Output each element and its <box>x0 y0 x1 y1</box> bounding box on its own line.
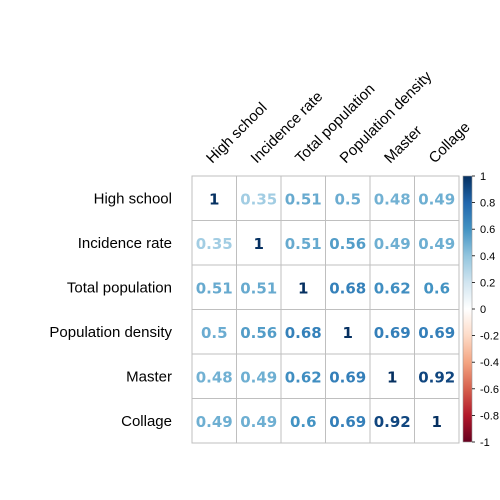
cell-incidence-rate-high-school <box>191 220 237 266</box>
cell-collage-total-population <box>280 398 326 444</box>
cell-value: 0.56 <box>329 235 366 253</box>
cell-value: 0.92 <box>374 413 411 431</box>
cell-value: 1 <box>343 324 353 342</box>
column-label-total-population: Total population <box>292 80 378 166</box>
cell-master-collage <box>414 353 460 399</box>
colorbar-tick-label: 0.4 <box>480 251 495 263</box>
row-label-high-school: High school <box>94 190 172 207</box>
cell-value: 1 <box>254 235 264 253</box>
cell-value: 1 <box>209 190 219 208</box>
cell-value: 0.35 <box>196 235 233 253</box>
cell-value: 0.62 <box>285 368 322 386</box>
cell-value: 0.68 <box>329 279 366 297</box>
cell-population-density-high-school <box>191 309 237 355</box>
colorbar-tick-label: 1 <box>480 171 486 183</box>
cell-value: 0.51 <box>285 190 322 208</box>
cell-value: 0.69 <box>329 368 366 386</box>
correlation-matrix: 1 0.35 0.51 0.5 0.48 0.490.35 1 0.51 0.56 0.49 0.4… <box>191 175 460 444</box>
cell-value: 0.51 <box>196 279 233 297</box>
cell-total-population-master <box>369 264 415 310</box>
colorbar-tick-label: -0.6 <box>480 384 499 396</box>
colorbar-tick-label: 0 <box>480 304 486 316</box>
cell-value: 0.68 <box>285 324 322 342</box>
cell-population-density-population-density <box>325 309 371 355</box>
cell-value: 0.56 <box>240 324 277 342</box>
cell-value: 0.5 <box>201 324 228 342</box>
row-label-master: Master <box>126 368 172 385</box>
cell-collage-population-density <box>325 398 371 444</box>
colorbar-tick-label: -1 <box>480 437 490 449</box>
cell-master-population-density <box>325 353 371 399</box>
cell-value: 0.51 <box>285 235 322 253</box>
cell-total-population-total-population <box>280 264 326 310</box>
cell-value: 0.49 <box>418 235 455 253</box>
cell-value: 0.51 <box>240 279 277 297</box>
colorbar-tick-label: -0.8 <box>480 410 499 422</box>
cell-value: 0.49 <box>240 413 277 431</box>
cell-value: 1 <box>432 413 442 431</box>
column-label-collage: Collage <box>426 119 474 167</box>
cell-incidence-rate-total-population <box>280 220 326 266</box>
row-label-total-population: Total population <box>67 279 172 296</box>
cell-value: 0.49 <box>374 235 411 253</box>
cell-population-density-collage <box>414 309 460 355</box>
cell-collage-incidence-rate <box>236 398 282 444</box>
cell-total-population-high-school <box>191 264 237 310</box>
cell-incidence-rate-incidence-rate <box>236 220 282 266</box>
colorbar-tick-label: 0.8 <box>480 198 495 210</box>
row-label-incidence-rate: Incidence rate <box>78 235 172 252</box>
cell-value: 0.49 <box>418 190 455 208</box>
row-labels: High school Incidence rate Total populatio… <box>49 190 172 430</box>
cell-incidence-rate-master <box>369 220 415 266</box>
cell-value: 0.35 <box>240 190 277 208</box>
cell-value: 0.49 <box>240 368 277 386</box>
cell-collage-collage <box>414 398 460 444</box>
colorbar-gradient <box>462 175 473 443</box>
cell-value: 0.49 <box>196 413 233 431</box>
cell-value: 0.62 <box>374 279 411 297</box>
cell-total-population-population-density <box>325 264 371 310</box>
cell-value: 0.69 <box>329 413 366 431</box>
cell-master-incidence-rate <box>236 353 282 399</box>
colorbar-tick-label: 0.2 <box>480 277 495 289</box>
cell-high-school-collage <box>414 175 460 221</box>
cell-value: 0.6 <box>290 413 317 431</box>
cell-master-high-school <box>191 353 237 399</box>
colorbar-tick-label: -0.4 <box>480 357 499 369</box>
cell-value: 1 <box>387 368 397 386</box>
column-label-master: Master <box>381 122 425 166</box>
colorbar-tick-label: 0.6 <box>480 224 495 236</box>
cell-value: 0.69 <box>374 324 411 342</box>
row-label-population-density: Population density <box>49 324 172 341</box>
cell-value: 0.92 <box>418 368 455 386</box>
cell-master-total-population <box>280 353 326 399</box>
cell-value: 1 <box>298 279 308 297</box>
cell-population-density-total-population <box>280 309 326 355</box>
cell-total-population-collage <box>414 264 460 310</box>
cell-incidence-rate-collage <box>414 220 460 266</box>
row-label-collage: Collage <box>121 413 172 430</box>
colorbar-tick-label: -0.2 <box>480 331 499 343</box>
cell-value: 0.5 <box>334 190 361 208</box>
cell-value: 0.69 <box>418 324 455 342</box>
cell-value: 0.48 <box>196 368 233 386</box>
cell-value: 0.6 <box>423 279 450 297</box>
colorbar: 1 0.8 0.6 0.4 0.2 0 -0.2 -0.4 -0.6 -0.8 -1 <box>462 171 499 449</box>
cell-value: 0.48 <box>374 190 411 208</box>
